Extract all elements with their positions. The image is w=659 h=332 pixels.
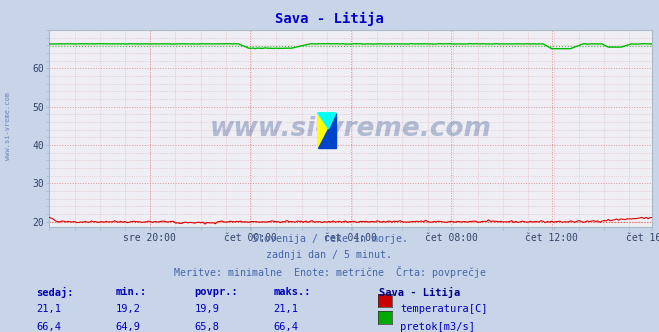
Text: zadnji dan / 5 minut.: zadnji dan / 5 minut.	[266, 250, 393, 260]
Text: www.si-vreme.com: www.si-vreme.com	[5, 92, 11, 160]
Text: sedaj:: sedaj:	[36, 287, 74, 298]
Text: temperatura[C]: temperatura[C]	[400, 304, 488, 314]
Text: 66,4: 66,4	[36, 322, 61, 332]
Text: Sava - Litija: Sava - Litija	[275, 12, 384, 26]
Text: maks.:: maks.:	[273, 287, 311, 297]
Text: povpr.:: povpr.:	[194, 287, 238, 297]
Text: pretok[m3/s]: pretok[m3/s]	[400, 322, 475, 332]
Polygon shape	[318, 113, 336, 148]
Text: Meritve: minimalne  Enote: metrične  Črta: povprečje: Meritve: minimalne Enote: metrične Črta:…	[173, 266, 486, 278]
Text: Slovenija / reke in morje.: Slovenija / reke in morje.	[252, 234, 407, 244]
Polygon shape	[318, 113, 336, 148]
Text: 21,1: 21,1	[36, 304, 61, 314]
Text: 19,2: 19,2	[115, 304, 140, 314]
Text: min.:: min.:	[115, 287, 146, 297]
Text: 64,9: 64,9	[115, 322, 140, 332]
Text: 66,4: 66,4	[273, 322, 299, 332]
Text: www.si-vreme.com: www.si-vreme.com	[210, 116, 492, 142]
Text: 19,9: 19,9	[194, 304, 219, 314]
Text: 65,8: 65,8	[194, 322, 219, 332]
Text: 21,1: 21,1	[273, 304, 299, 314]
Text: Sava - Litija: Sava - Litija	[379, 287, 460, 298]
Polygon shape	[318, 113, 336, 129]
